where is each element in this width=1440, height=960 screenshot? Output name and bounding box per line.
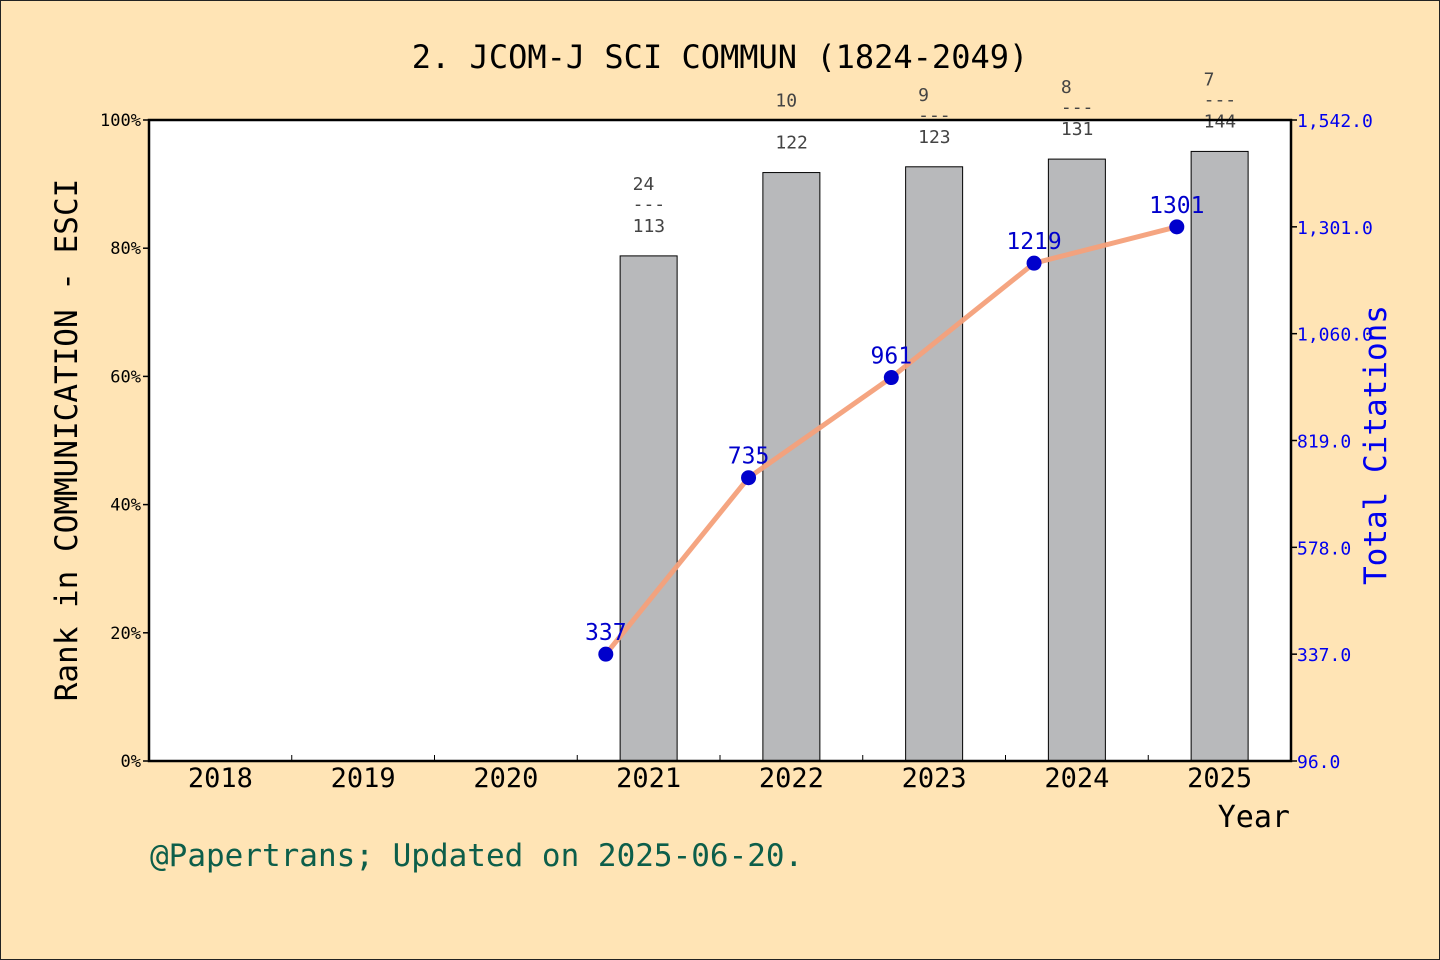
rank-total-label: 122 (775, 133, 808, 154)
citation-label: 337 (585, 620, 627, 646)
citation-point-2021 (598, 646, 614, 662)
citation-point-2023 (883, 370, 899, 386)
citation-line-layer: 337 735 961 1219 1301 (585, 193, 1204, 662)
chart-title: 2. JCOM-J SCI COMMUN (1824-2049) (412, 38, 1029, 76)
rank-total-label: 123 (918, 127, 951, 148)
y-right-tick-label: 578.0 (1297, 538, 1351, 559)
citation-point-2024 (1026, 255, 1042, 271)
x-tick-label: 2018 (188, 763, 253, 794)
y-left-tick-label: 20% (110, 624, 141, 644)
x-axis-title: Year (1218, 800, 1290, 835)
rank-label: 24 (633, 174, 655, 195)
rank-label: 7 (1204, 69, 1215, 90)
rank-separator: --- (1061, 97, 1094, 118)
y-axis-right-title: Total Citations (1358, 305, 1394, 585)
x-tick-label: 2023 (902, 763, 967, 794)
bar-2023 (905, 166, 964, 762)
citation-point-2022 (741, 470, 757, 486)
rank-separator: --- (1204, 89, 1237, 110)
citation-label: 1219 (1006, 229, 1061, 255)
citation-label: 1301 (1149, 193, 1204, 219)
bar-2025 (1190, 150, 1249, 762)
y-axis-left-title: Rank in COMMUNICATION - ESCI (49, 179, 85, 702)
y-left-tick-label: 40% (110, 496, 141, 516)
x-tick-label: 2019 (331, 763, 396, 794)
axes-layer: 0% 20% 40% 60% 80% 100% 96.0 337.0 578.0 819.0 1,0… (100, 111, 1373, 794)
rank-total-label: 144 (1204, 111, 1237, 132)
x-tick-label: 2021 (616, 763, 681, 794)
y-right-tick-label: 96.0 (1297, 752, 1340, 773)
rank-label: 8 (1061, 77, 1072, 98)
bar-2021 (619, 255, 678, 762)
rank-separator: --- (633, 194, 666, 215)
x-tick-label: 2020 (473, 763, 538, 794)
citation-label: 735 (728, 444, 770, 470)
rank-label: 10 (775, 91, 797, 112)
y-left-tick-label: 80% (110, 239, 141, 259)
rank-separator: --- (918, 105, 951, 126)
y-left-tick-label: 100% (100, 111, 141, 131)
citation-label: 961 (871, 344, 913, 370)
rank-label: 9 (918, 85, 929, 106)
bar-2022 (762, 172, 821, 762)
rank-total-label: 131 (1061, 119, 1094, 140)
x-tick-label: 2022 (759, 763, 824, 794)
y-right-tick-label: 1,542.0 (1297, 111, 1373, 132)
y-right-tick-label: 1,301.0 (1297, 218, 1373, 239)
rank-total-label: 113 (633, 216, 666, 237)
plot-area (149, 120, 1291, 761)
citation-point-2025 (1169, 219, 1185, 235)
y-left-tick-label: 0% (121, 752, 141, 772)
footer-note: @Papertrans; Updated on 2025-06-20. (150, 838, 803, 874)
y-right-tick-label: 337.0 (1297, 645, 1351, 666)
y-left-tick-label: 60% (110, 367, 141, 387)
x-tick-label: 2025 (1187, 763, 1252, 794)
y-right-tick-label: 819.0 (1297, 432, 1351, 453)
x-tick-label: 2024 (1044, 763, 1109, 794)
y-right-tick-label: 1,060.0 (1297, 325, 1373, 346)
